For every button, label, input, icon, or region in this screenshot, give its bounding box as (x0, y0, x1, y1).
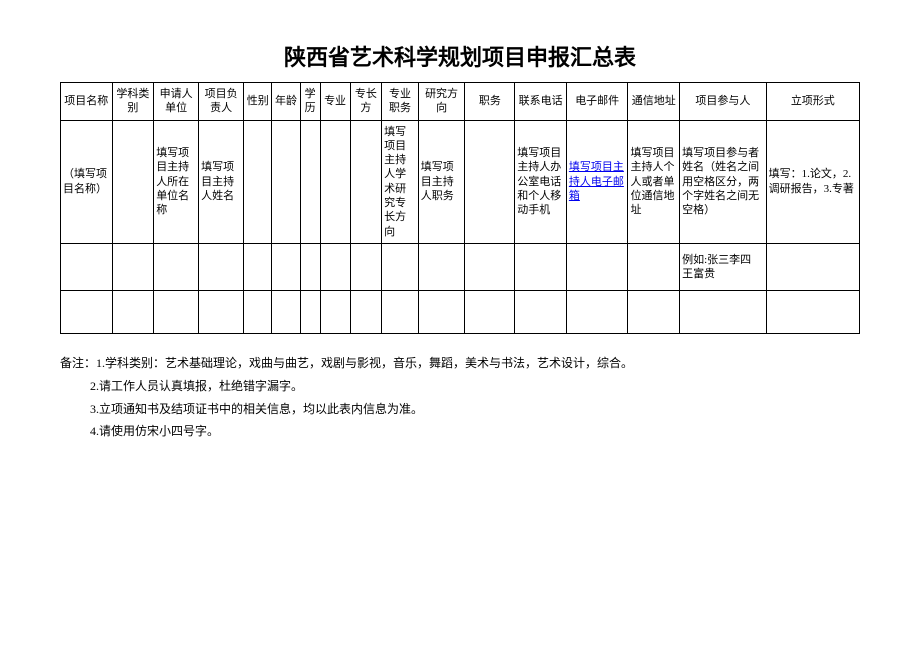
cell (61, 243, 113, 290)
cell (350, 120, 382, 243)
note-line: 3.立项通知书及结项证书中的相关信息，均以此表内信息为准。 (60, 398, 860, 421)
cell (112, 243, 154, 290)
header-cell: 电子邮件 (566, 83, 628, 121)
header-row: 项目名称 学科类别 申请人单位 项目负责人 性别 年龄 学历 专业 专长方 专业… (61, 83, 860, 121)
cell (766, 243, 859, 290)
cell (300, 120, 320, 243)
note-line: 备注：1.学科类别：艺术基础理论，戏曲与曲艺，戏剧与影视，音乐，舞蹈，美术与书法… (60, 352, 860, 375)
note-line: 2.请工作人员认真填报，杜绝错字漏字。 (60, 375, 860, 398)
header-cell: 申请人单位 (154, 83, 199, 121)
cell (628, 243, 680, 290)
table-row: （填写项目名称） 填写项目主持人所在单位名称 填写项目主持人姓名 填写项目主持人… (61, 120, 860, 243)
header-cell: 立项形式 (766, 83, 859, 121)
cell (320, 120, 350, 243)
cell (680, 290, 767, 333)
cell (112, 120, 154, 243)
cell (465, 243, 515, 290)
header-cell: 职务 (465, 83, 515, 121)
cell: 填写：1.论文，2.调研报告，3.专著 (766, 120, 859, 243)
cell (272, 120, 300, 243)
cell (154, 290, 199, 333)
header-cell: 通信地址 (628, 83, 680, 121)
header-cell: 项目负责人 (199, 83, 244, 121)
cell: 填写项目主持人所在单位名称 (154, 120, 199, 243)
cell (244, 120, 272, 243)
notes-section: 备注：1.学科类别：艺术基础理论，戏曲与曲艺，戏剧与影视，音乐，舞蹈，美术与书法… (60, 352, 860, 443)
cell (566, 290, 628, 333)
cell: 填写项目主持人办公室电话和个人移动手机 (515, 120, 567, 243)
cell: （填写项目名称） (61, 120, 113, 243)
email-link[interactable]: 填写项目主持人电子邮箱 (569, 161, 624, 202)
cell (272, 290, 300, 333)
header-cell: 学科类别 (112, 83, 154, 121)
cell: 填写项目主持人个人或者单位通信地址 (628, 120, 680, 243)
table-row (61, 290, 860, 333)
cell: 填写项目主持人学术研究专长方向 (382, 120, 419, 243)
cell (300, 243, 320, 290)
header-cell: 专业职务 (382, 83, 419, 121)
cell (515, 290, 567, 333)
cell (628, 290, 680, 333)
cell (350, 290, 382, 333)
cell (350, 243, 382, 290)
cell: 例如:张三李四 王富贵 (680, 243, 767, 290)
cell (465, 120, 515, 243)
cell (61, 290, 113, 333)
header-cell: 学历 (300, 83, 320, 121)
cell (320, 290, 350, 333)
header-cell: 专长方 (350, 83, 382, 121)
header-cell: 研究方向 (418, 83, 465, 121)
cell (199, 290, 244, 333)
cell (244, 290, 272, 333)
cell (566, 243, 628, 290)
cell (112, 290, 154, 333)
header-cell: 项目参与人 (680, 83, 767, 121)
cell (766, 290, 859, 333)
table-row: 例如:张三李四 王富贵 (61, 243, 860, 290)
cell (418, 290, 465, 333)
page-title: 陕西省艺术科学规划项目申报汇总表 (60, 40, 860, 72)
cell (244, 243, 272, 290)
header-cell: 联系电话 (515, 83, 567, 121)
cell (199, 243, 244, 290)
cell (515, 243, 567, 290)
header-cell: 专业 (320, 83, 350, 121)
cell: 填写项目主持人职务 (418, 120, 465, 243)
header-cell: 项目名称 (61, 83, 113, 121)
cell: 填写项目参与者姓名（姓名之间用空格区分，两个字姓名之间无空格） (680, 120, 767, 243)
cell (382, 290, 419, 333)
cell (465, 290, 515, 333)
header-cell: 性别 (244, 83, 272, 121)
cell (300, 290, 320, 333)
cell-link: 填写项目主持人电子邮箱 (566, 120, 628, 243)
note-line: 4.请使用仿宋小四号字。 (60, 420, 860, 443)
header-cell: 年龄 (272, 83, 300, 121)
summary-table: 项目名称 学科类别 申请人单位 项目负责人 性别 年龄 学历 专业 专长方 专业… (60, 82, 860, 334)
cell: 填写项目主持人姓名 (199, 120, 244, 243)
cell (320, 243, 350, 290)
cell (418, 243, 465, 290)
cell (272, 243, 300, 290)
cell (382, 243, 419, 290)
cell (154, 243, 199, 290)
